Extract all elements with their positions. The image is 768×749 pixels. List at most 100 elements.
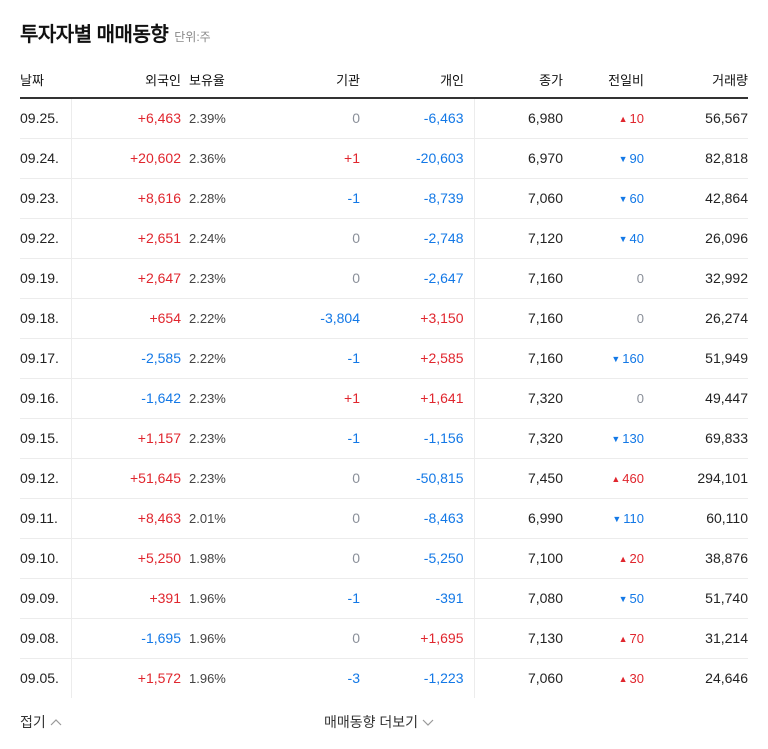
cell-date: 09.09. bbox=[20, 578, 72, 619]
cell-close: 6,980 bbox=[474, 98, 563, 139]
cell-individual: -2,748 bbox=[360, 218, 475, 259]
investor-trading-table: 날짜 외국인 보유율 기관 개인 종가 전일비 거래량 09.25. +6,463… bbox=[20, 62, 748, 698]
change-value: 60 bbox=[629, 190, 644, 206]
chevron-up-icon bbox=[50, 719, 62, 726]
cell-date: 09.24. bbox=[20, 138, 72, 179]
table-row: 09.23. +8,616 2.28% -1 -8,739 7,060 ▼ 60 42,864 bbox=[20, 178, 748, 219]
cell-holding: 2.23% bbox=[189, 418, 249, 459]
cell-holding: 2.22% bbox=[189, 298, 249, 339]
cell-close: 6,970 bbox=[474, 138, 563, 179]
col-header-volume: 거래량 bbox=[644, 62, 748, 99]
cell-holding: 2.36% bbox=[189, 138, 249, 179]
collapse-label: 접기 bbox=[20, 714, 46, 730]
cell-institution: +1 bbox=[249, 138, 360, 179]
table-row: 09.17. -2,585 2.22% -1 +2,585 7,160 ▼ 160 51,949 bbox=[20, 338, 748, 379]
cell-change: ▼ 40 bbox=[563, 218, 644, 259]
cell-change: ▲ 20 bbox=[563, 538, 644, 579]
col-header-institution: 기관 bbox=[249, 62, 360, 99]
cell-holding: 1.96% bbox=[189, 618, 249, 659]
cell-foreign: -1,695 bbox=[71, 618, 189, 659]
cell-institution: -1 bbox=[249, 418, 360, 459]
change-value: 10 bbox=[629, 110, 644, 126]
cell-date: 09.23. bbox=[20, 178, 72, 219]
cell-foreign: -1,642 bbox=[71, 378, 189, 419]
cell-individual: -6,463 bbox=[360, 98, 475, 139]
cell-institution: -1 bbox=[249, 178, 360, 219]
table-row: 09.15. +1,157 2.23% -1 -1,156 7,320 ▼ 130 69,833 bbox=[20, 418, 748, 459]
cell-close: 7,450 bbox=[474, 458, 563, 499]
cell-close: 7,080 bbox=[474, 578, 563, 619]
col-header-change: 전일비 bbox=[563, 62, 644, 99]
change-value: 50 bbox=[629, 590, 644, 606]
cell-foreign: +1,572 bbox=[137, 670, 181, 687]
cell-institution: -1 bbox=[249, 338, 360, 379]
cell-volume: 51,740 bbox=[644, 578, 748, 619]
cell-change: ▼ 50 bbox=[563, 578, 644, 619]
cell-date: 09.19. bbox=[20, 258, 72, 299]
cell-individual: +3,150 bbox=[360, 298, 475, 339]
triangle-down-icon: ▼ bbox=[611, 433, 621, 444]
cell-close: 7,060 bbox=[527, 670, 563, 687]
collapse-button[interactable]: 접기 bbox=[20, 712, 64, 732]
cell-individual: +1,695 bbox=[360, 618, 475, 659]
table-row: 09.18. +654 2.22% -3,804 +3,150 7,160 0 26,274 bbox=[20, 298, 748, 339]
cell-individual: +2,585 bbox=[360, 338, 475, 379]
more-trading-button[interactable]: 매매동향 더보기 bbox=[324, 712, 436, 732]
cell-date: 09.12. bbox=[20, 458, 72, 499]
cell-change: ▼ 90 bbox=[563, 138, 644, 179]
triangle-down-icon: ▼ bbox=[618, 193, 628, 204]
cell-individual: -8,463 bbox=[360, 498, 475, 539]
cell-close: 7,160 bbox=[474, 258, 563, 299]
col-header-foreign: 외국인 bbox=[71, 62, 189, 99]
change-value: 40 bbox=[629, 230, 644, 246]
change-value: 20 bbox=[629, 550, 644, 566]
cell-close: 7,130 bbox=[474, 618, 563, 659]
cell-volume: 31,214 bbox=[644, 618, 748, 659]
cell-holding: 1.96% bbox=[189, 578, 249, 619]
cell-holding: 2.24% bbox=[189, 218, 249, 259]
table-row: 09.05. +1,572 1.96% -3 -1,223 7,060 ▲ 30 24,646 bbox=[20, 658, 748, 698]
cell-volume: 38,876 bbox=[644, 538, 748, 579]
cell-change: 0 bbox=[563, 378, 644, 419]
triangle-up-icon: ▲ bbox=[618, 633, 628, 644]
cell-holding: 2.22% bbox=[189, 338, 249, 379]
cell-foreign: +391 bbox=[71, 578, 189, 619]
cell-date: 09.05. bbox=[20, 658, 72, 698]
cell-close: 7,160 bbox=[474, 338, 563, 379]
table-row: 09.19. +2,647 2.23% 0 -2,647 7,160 0 32,992 bbox=[20, 258, 748, 299]
cell-individual: -391 bbox=[360, 578, 475, 619]
cell-volume: 294,101 bbox=[644, 458, 748, 499]
cell-change: ▼ 160 bbox=[563, 338, 644, 379]
triangle-down-icon: ▼ bbox=[611, 353, 621, 364]
cell-foreign: +5,250 bbox=[71, 538, 189, 579]
cell-individual: -8,739 bbox=[360, 178, 475, 219]
cell-date: 09.25. bbox=[20, 98, 72, 139]
triangle-up-icon: ▲ bbox=[611, 473, 621, 484]
cell-close: 7,320 bbox=[474, 378, 563, 419]
triangle-down-icon: ▼ bbox=[612, 513, 622, 524]
cell-holding: 2.23% bbox=[189, 458, 249, 499]
cell-foreign: +8,463 bbox=[71, 498, 189, 539]
cell-volume: 56,567 bbox=[644, 98, 748, 139]
table-row: 09.09. +391 1.96% -1 -391 7,080 ▼ 50 51,740 bbox=[20, 578, 748, 619]
triangle-down-icon: ▼ bbox=[618, 233, 628, 244]
cell-foreign: +8,616 bbox=[71, 178, 189, 219]
triangle-up-icon: ▲ bbox=[618, 113, 628, 124]
cell-volume: 49,447 bbox=[644, 378, 748, 419]
unit-label: 단위:주 bbox=[174, 30, 211, 44]
cell-holding: 2.23% bbox=[189, 378, 249, 419]
cell-volume: 82,818 bbox=[644, 138, 748, 179]
col-header-close: 종가 bbox=[474, 62, 563, 99]
cell-volume: 42,864 bbox=[644, 178, 748, 219]
cell-date: 09.08. bbox=[20, 618, 72, 659]
change-value: 30 bbox=[629, 670, 644, 686]
col-header-individual: 개인 bbox=[360, 62, 474, 99]
cell-change: ▼ 60 bbox=[563, 178, 644, 219]
cell-volume: 69,833 bbox=[644, 418, 748, 459]
cell-date: 09.17. bbox=[20, 338, 72, 379]
change-value: 160 bbox=[622, 350, 644, 366]
triangle-down-icon: ▼ bbox=[618, 153, 628, 164]
table-row: 09.22. +2,651 2.24% 0 -2,748 7,120 ▼ 40 26,096 bbox=[20, 218, 748, 259]
cell-institution: -3 bbox=[347, 670, 360, 687]
cell-volume: 32,992 bbox=[644, 258, 748, 299]
